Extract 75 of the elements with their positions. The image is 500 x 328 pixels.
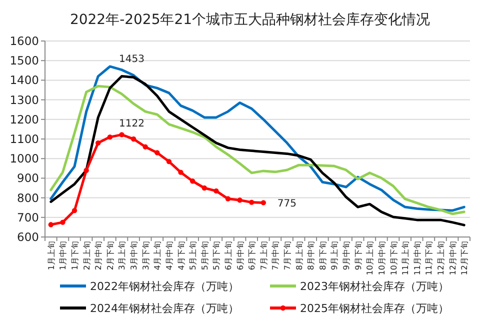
point — [190, 178, 196, 184]
y-tick-label: 1400 — [10, 73, 39, 88]
x-tick-label: 3月上旬 — [118, 241, 127, 270]
x-tick-label: 7月上旬 — [259, 241, 268, 270]
point — [214, 188, 219, 194]
x-tick-label: 2月上旬 — [82, 241, 92, 270]
x-tick-label: 3月中旬 — [130, 241, 139, 270]
x-tick-label: 10月中旬 — [377, 241, 386, 276]
x-tick-label: 1月下旬 — [70, 241, 80, 270]
x-tick-label: 5月上旬 — [188, 241, 198, 270]
legend-label: 2024年钢材社会库存（万吨） — [90, 302, 239, 315]
point — [202, 185, 207, 191]
y-tick-label: 1600 — [10, 34, 39, 48]
y-tick-label: 900 — [17, 171, 39, 186]
point — [107, 134, 113, 140]
x-tick-label: 1月上旬 — [46, 241, 56, 270]
y-tick-label: 1100 — [10, 132, 39, 146]
x-tick-label: 7月下旬 — [283, 241, 292, 270]
x-tick-label: 5月中旬 — [200, 241, 210, 270]
annotation: 775 — [277, 198, 296, 210]
point — [225, 196, 231, 202]
x-tick-label: 6月上旬 — [224, 241, 233, 270]
x-tick-label: 8月上旬 — [294, 241, 304, 270]
y-tick-label: 1500 — [10, 54, 39, 68]
point — [260, 200, 266, 206]
x-tick-label: 6月中旬 — [236, 241, 245, 270]
x-tick-label: 11月上旬 — [401, 241, 410, 276]
point — [60, 220, 66, 225]
y-tick-label: 800 — [17, 190, 39, 205]
chart-title: 2022年-2025年21个城市五大品种钢材社会库存变化情况 — [70, 12, 430, 28]
x-tick-label: 9月上旬 — [330, 241, 340, 270]
x-tick-label: 6月下旬 — [248, 241, 257, 270]
point — [237, 198, 242, 203]
legend-label: 2025年钢材社会库存（万吨） — [300, 302, 449, 315]
point — [48, 222, 54, 228]
annotation: 1122 — [119, 118, 144, 130]
legend-label: 2022年钢材社会库存（万吨） — [90, 280, 239, 293]
y-tick-label: 1000 — [10, 152, 39, 166]
point — [154, 150, 160, 156]
point — [248, 200, 254, 205]
point — [130, 136, 136, 142]
point — [178, 170, 184, 175]
legend-label: 2023年钢材社会库存（万吨） — [300, 280, 449, 293]
x-tick-label: 12月下旬 — [460, 241, 470, 276]
x-tick-label: 10月上旬 — [366, 241, 375, 276]
x-tick-label: 12月上旬 — [436, 241, 446, 276]
x-tick-label: 4月中旬 — [164, 241, 174, 270]
x-tick-label: 10月下旬 — [389, 241, 398, 276]
y-tick-label: 1300 — [10, 92, 39, 107]
x-tick-label: 2月下旬 — [106, 241, 115, 270]
point — [84, 168, 89, 173]
x-tick-label: 12月中旬 — [448, 241, 458, 276]
point — [119, 132, 124, 138]
x-tick-label: 2月中旬 — [94, 241, 104, 270]
point — [72, 208, 78, 214]
x-tick-label: 8月下旬 — [318, 241, 328, 270]
x-tick-label: 7月中旬 — [271, 241, 280, 270]
y-tick-label: 700 — [17, 210, 39, 224]
x-tick-label: 8月中旬 — [306, 241, 316, 270]
x-tick-label: 9月中旬 — [342, 241, 352, 270]
x-tick-label: 4月上旬 — [153, 241, 162, 270]
annotation: 1453 — [119, 54, 144, 65]
point — [96, 140, 101, 146]
x-tick-label: 11月中旬 — [412, 241, 422, 276]
line-series — [50, 65, 466, 212]
x-tick-label: 9月下旬 — [354, 241, 363, 270]
x-tick-label: 3月下旬 — [141, 241, 150, 270]
point — [166, 158, 172, 164]
y-tick-label: 600 — [17, 230, 39, 244]
y-tick-label: 1200 — [10, 112, 39, 126]
x-tick-label: 4月下旬 — [176, 241, 186, 270]
x-tick-label: 1月中旬 — [58, 241, 68, 270]
x-tick-label: 5月下旬 — [212, 241, 222, 270]
point — [142, 144, 148, 150]
x-tick-label: 11月下旬 — [424, 241, 434, 276]
